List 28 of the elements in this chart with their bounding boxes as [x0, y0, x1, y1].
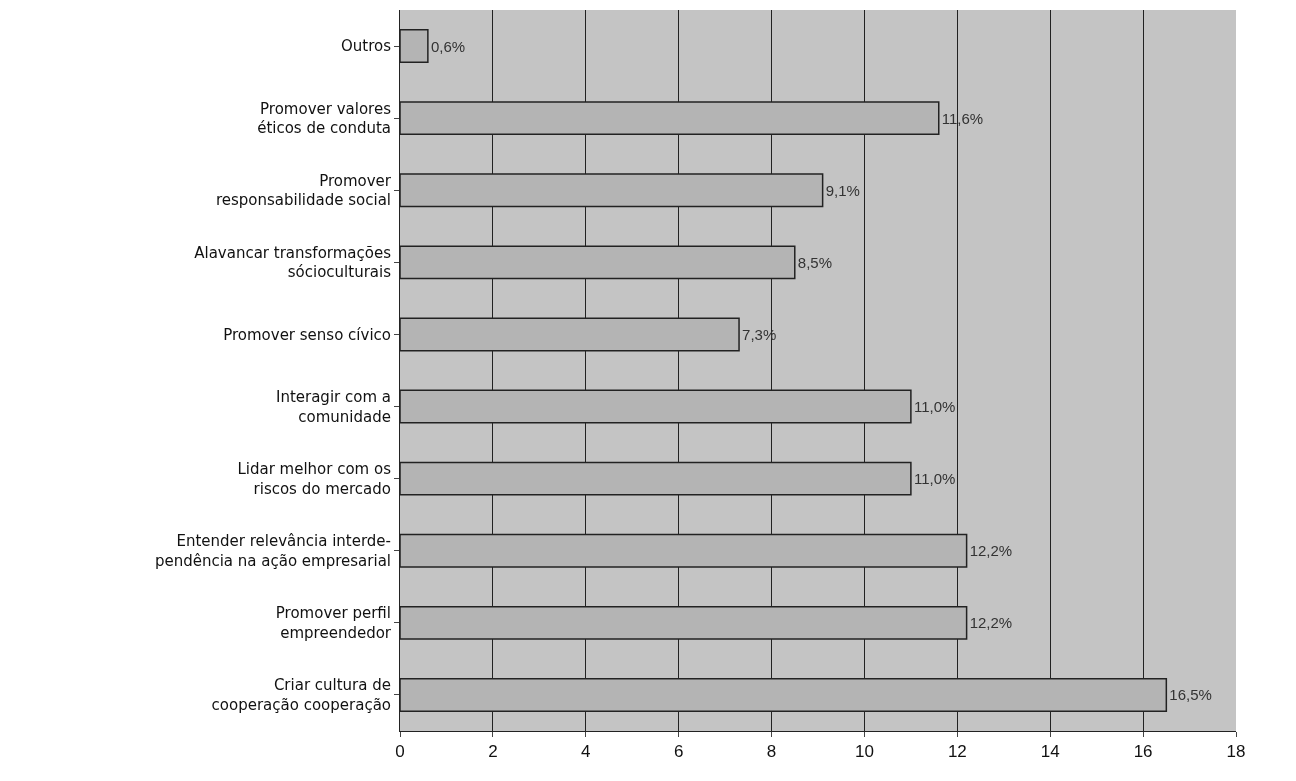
data-label: 16,5% — [1169, 686, 1212, 704]
data-label: 12,2% — [969, 614, 1013, 632]
data-label: 12,2% — [969, 542, 1013, 560]
y-tick-label: Entender relevância interde- pendência na ação empresarial — [154, 532, 391, 570]
x-tick-label: 4 — [581, 742, 591, 762]
x-tick-label: 10 — [854, 742, 874, 762]
x-tick-label: 6 — [673, 742, 684, 762]
y-tick-label: Lidar melhor com os riscos do mercado — [237, 460, 392, 498]
x-tick-label: 14 — [1040, 742, 1060, 762]
data-label: 11,0% — [913, 470, 956, 488]
x-tick-label: 2 — [488, 742, 498, 762]
y-tick-label: Alavancar transformações sócioculturais — [194, 243, 392, 282]
data-label: 8,5% — [797, 253, 832, 271]
y-tick-label: Outros — [340, 37, 392, 56]
x-tick-label: 8 — [766, 742, 777, 762]
y-tick-label: Promover responsabilidade social — [215, 171, 392, 210]
x-tick-label: 12 — [947, 742, 967, 762]
x-tick-label: 16 — [1133, 742, 1153, 762]
y-tick-label: Interagir com a comunidade — [275, 388, 391, 426]
x-tick-label: 0 — [395, 742, 405, 762]
x-tick-label: 18 — [1226, 742, 1246, 762]
y-tick-label: Criar cultura de cooperação cooperação — [211, 676, 391, 714]
y-tick-label: Promover senso cívico — [223, 325, 391, 344]
data-label: 9,1% — [825, 181, 860, 199]
y-tick-label: Promover perfil empreendedor — [275, 604, 392, 642]
data-label: 11,0% — [913, 398, 956, 416]
y-tick-label: Promover valores éticos de conduta — [257, 99, 392, 138]
data-label: 0,6% — [430, 37, 466, 55]
